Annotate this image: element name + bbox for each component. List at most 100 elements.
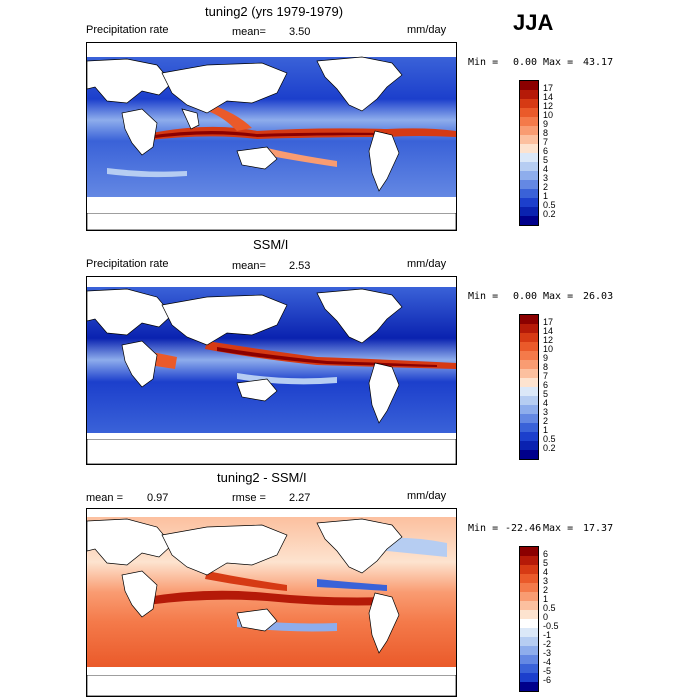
panel3-min-label: Min = [468,523,499,534]
colorbar-swatch [520,396,538,405]
colorbar-swatch [520,333,538,342]
colorbar-label: 5 [543,389,549,399]
panel3-colorbar [519,546,539,692]
colorbar-label: 1 [543,594,549,604]
colorbar-swatch [520,664,538,673]
panel3-min-value: -22.46 [505,523,542,534]
colorbar-label: 0.5 [543,200,556,210]
colorbar-label: 3 [543,173,549,183]
colorbar-label: 5 [543,155,549,165]
colorbar-swatch [520,547,538,556]
colorbar-label: 0.2 [543,209,556,219]
colorbar-label: -0.5 [543,621,559,631]
colorbar-swatch [520,360,538,369]
panel2-map [86,276,457,465]
colorbar-swatch [520,637,538,646]
colorbar-label: 7 [543,137,549,147]
colorbar-swatch [520,351,538,360]
colorbar-label: -2 [543,639,552,649]
colorbar-label: 2 [543,416,549,426]
colorbar-label: 9 [543,119,549,129]
colorbar-swatch [520,673,538,682]
panel2-title: SSM/I [253,237,289,252]
colorbar-swatch [520,315,538,324]
colorbar-swatch [520,189,538,198]
colorbar-swatch [520,108,538,117]
colorbar-label: 6 [543,146,549,156]
colorbar-label: 17 [543,317,554,327]
panel1-units: mm/day [407,24,447,36]
colorbar-swatch [520,171,538,180]
colorbar-swatch [520,423,538,432]
colorbar-swatch [520,628,538,637]
panel1-max-label: Max = [543,57,574,68]
colorbar-swatch [520,655,538,664]
colorbar-swatch [520,135,538,144]
colorbar-swatch [520,646,538,655]
panel2-mean-value: 2.53 [289,260,311,272]
panel3-mean-value: 0.97 [147,492,169,504]
panel3-title: tuning2 - SSM/I [217,470,307,485]
colorbar-swatch [520,180,538,189]
colorbar-swatch [520,682,538,691]
colorbar-label: 1 [543,425,549,435]
colorbar-swatch [520,441,538,450]
colorbar-label: 4 [543,398,549,408]
colorbar-swatch [520,601,538,610]
colorbar-swatch [520,144,538,153]
colorbar-swatch [520,324,538,333]
colorbar-label: 9 [543,353,549,363]
panel3-mean-label: mean = [86,492,123,504]
panel3-max-label: Max = [543,523,574,534]
colorbar-swatch [520,99,538,108]
colorbar-swatch [520,378,538,387]
colorbar-swatch [520,450,538,459]
panel1-max-value: 43.17 [583,57,614,68]
panel1-min-value: 0.00 [513,57,538,68]
colorbar-swatch [520,414,538,423]
panel1-mean-label: mean= [232,26,266,38]
season-label: JJA [513,10,554,35]
colorbar-label: 8 [543,362,549,372]
colorbar-label: -3 [543,648,552,658]
colorbar-swatch [520,565,538,574]
colorbar-label: 12 [543,101,554,111]
colorbar-label: 0.2 [543,443,556,453]
colorbar-label: 2 [543,585,549,595]
panel1-title: tuning2 (yrs 1979-1979) [205,4,344,19]
colorbar-label: 12 [543,335,554,345]
colorbar-swatch [520,216,538,225]
colorbar-swatch [520,81,538,90]
colorbar-swatch [520,405,538,414]
colorbar-label: 17 [543,83,554,93]
colorbar-swatch [520,574,538,583]
colorbar-swatch [520,369,538,378]
colorbar-label: 6 [543,380,549,390]
panel1-min-label: Min = [468,57,499,68]
colorbar-swatch [520,207,538,216]
panel2-max-value: 26.03 [583,291,614,302]
colorbar-swatch [520,610,538,619]
colorbar-swatch [520,387,538,396]
panel2-min-label: Min = [468,291,499,302]
colorbar-label: 5 [543,558,549,568]
colorbar-label: 4 [543,567,549,577]
colorbar-swatch [520,432,538,441]
colorbar-label: 2 [543,182,549,192]
colorbar-label: -4 [543,657,552,667]
panel1-colorbar [519,80,539,226]
colorbar-label: 7 [543,371,549,381]
colorbar-swatch [520,592,538,601]
panel3-units: mm/day [407,490,447,502]
colorbar-swatch [520,342,538,351]
panel3-map [86,508,457,697]
colorbar-label: 0 [543,612,549,622]
colorbar-label: 4 [543,164,549,174]
colorbar-swatch [520,90,538,99]
colorbar-label: 10 [543,344,554,354]
colorbar-label: 14 [543,326,554,336]
colorbar-label: -1 [543,630,552,640]
panel2-max-label: Max = [543,291,574,302]
colorbar-label: 1 [543,191,549,201]
colorbar-swatch [520,583,538,592]
